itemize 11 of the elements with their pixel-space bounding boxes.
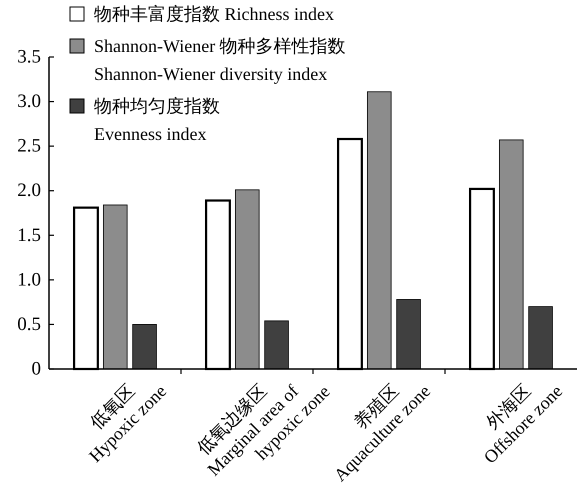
y-tick-label: 3.0 bbox=[17, 91, 41, 112]
y-tick-label: 2.5 bbox=[17, 136, 41, 157]
y-tick-label: 1.0 bbox=[17, 269, 41, 290]
legend-label: 物种丰富度指数 Richness index bbox=[94, 4, 334, 24]
legend-label: Shannon-Wiener 物种多样性指数 Shannon-Wiener diversity index bbox=[94, 36, 346, 84]
y-tick-label: 1.5 bbox=[17, 224, 41, 246]
y-tick-label: 3.5 bbox=[17, 46, 41, 68]
legend-label: 物种均匀度指数 Evenness index bbox=[94, 96, 220, 144]
y-tick-label: 0.5 bbox=[17, 314, 41, 335]
y-tick-label: 2.0 bbox=[17, 180, 41, 202]
y-tick-label: 0 bbox=[32, 358, 41, 380]
